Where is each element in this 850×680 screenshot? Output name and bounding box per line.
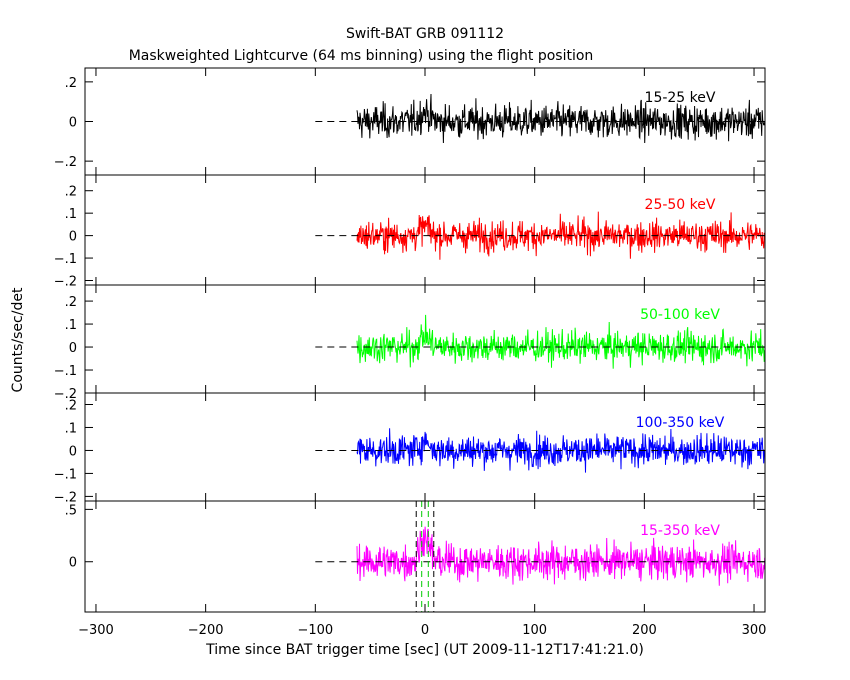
x-tick-label-2: −200 (188, 623, 224, 638)
y-tick-label-2-1: −.2 (54, 275, 77, 290)
panel-3: −.2 −.1 0 .1 .2 50-100 keV (54, 284, 766, 402)
x-axis: −300 −200 −100 0 100 200 300 (78, 623, 766, 638)
y-tick-label-4-1: −.2 (54, 490, 77, 505)
panels-group: −.20.215-25 keV−.2−.10.1.225-50 keV−.2−.… (54, 67, 766, 613)
band-label-2: 25-50 keV (645, 197, 716, 213)
y-tick-label-5-2: .5 (65, 503, 77, 518)
panel-5: 0 .5 15-350 keV (65, 500, 766, 613)
y-tick-label-3-3: 0 (69, 341, 77, 356)
band-label-5: 15-350 keV (640, 523, 720, 539)
y-tick-label-4-5: .2 (65, 398, 77, 413)
x-tick-label-4: 0 (421, 623, 429, 638)
panel-4: −.2 −.1 0 .1 .2 100-350 keV (54, 392, 766, 505)
y-tick-label-4-4: .1 (65, 421, 77, 436)
y-tick-label-5-1: 0 (69, 556, 77, 571)
x-tick-label-1: −300 (78, 623, 114, 638)
y-tick-label-3-1: −.2 (54, 387, 77, 402)
chart-subtitle: Maskweighted Lightcurve (64 ms binning) … (129, 48, 594, 64)
band-label-3: 50-100 keV (640, 307, 720, 323)
y-tick-label-1-1: −.2 (54, 155, 77, 170)
y-tick-label-1-2: 0 (69, 116, 77, 131)
y-tick-label-4-2: −.1 (54, 467, 77, 482)
x-tick-label-5: 100 (522, 623, 547, 638)
chart-title: Swift-BAT GRB 091112 (346, 26, 504, 42)
x-tick-label-3: −100 (297, 623, 333, 638)
y-tick-label-1-3: .2 (65, 76, 77, 91)
x-tick-label-6: 200 (632, 623, 657, 638)
band-label-4: 100-350 keV (636, 415, 725, 431)
panel-2: −.2 −.1 0 .1 .2 25-50 keV (54, 174, 766, 290)
series-line-5 (356, 526, 766, 586)
series-line-2 (356, 211, 766, 260)
band-label-1: 15-25 keV (645, 90, 716, 106)
y-tick-label-2-5: .2 (65, 185, 77, 200)
series-line-1 (356, 93, 766, 144)
y-tick-label-2-2: −.1 (54, 252, 77, 267)
y-axis-label: Counts/sec/det (10, 287, 26, 392)
y-tick-label-2-3: 0 (69, 230, 77, 245)
y-tick-label-3-5: .2 (65, 295, 77, 310)
y-tick-label-4-3: 0 (69, 444, 77, 459)
panel-1: −.2 0 .2 15-25 keV (54, 67, 766, 176)
series-line-4 (356, 428, 765, 473)
x-axis-label: Time since BAT trigger time [sec] (UT 20… (205, 642, 644, 658)
series-line-3 (356, 314, 766, 369)
y-tick-label-3-2: −.1 (54, 364, 77, 379)
x-tick-label-7: 300 (742, 623, 767, 638)
y-tick-label-2-4: .1 (65, 207, 77, 222)
y-tick-label-3-4: .1 (65, 318, 77, 333)
